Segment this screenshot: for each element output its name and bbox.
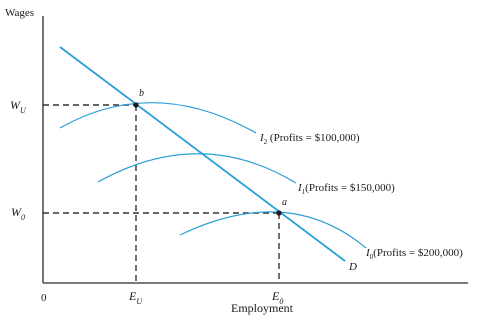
w0-label: W0 <box>11 205 25 222</box>
point-a <box>276 210 282 216</box>
dashed-guides <box>43 104 280 283</box>
eu-label: EU <box>128 289 143 306</box>
e0-label: E0 <box>271 289 283 306</box>
i1-label: I1(Profits = $150,000) <box>297 182 395 196</box>
indifference-curves <box>59 102 367 249</box>
demand-line <box>59 46 346 262</box>
point-b <box>133 102 139 108</box>
origin-label: 0 <box>41 292 47 304</box>
point-b-label: b <box>139 88 144 99</box>
i2-label: I2 (Profits = $100,000) <box>259 132 360 146</box>
point-a-label: a <box>282 197 287 208</box>
i2-curve <box>59 102 257 134</box>
y-axis-label: Wages <box>5 7 34 19</box>
i1-curve <box>97 153 297 184</box>
i0-label: I0(Profits = $200,000) <box>365 247 463 261</box>
demand-label: D <box>348 261 357 273</box>
i0-curve <box>179 211 367 249</box>
x-axis-label: Employment <box>231 301 294 315</box>
wu-label: WU <box>10 98 27 115</box>
